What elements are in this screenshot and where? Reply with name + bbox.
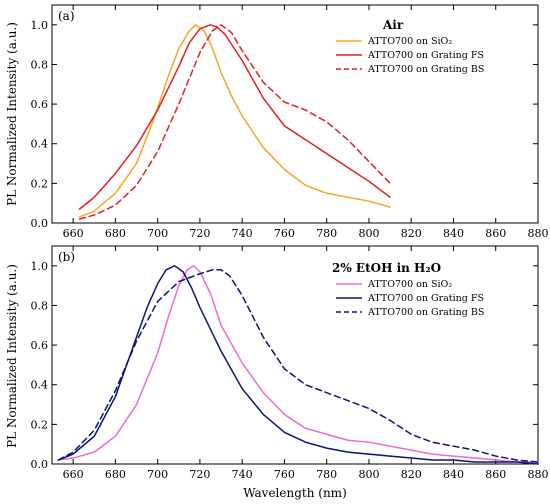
panel-a-label: (a) [58, 9, 75, 23]
series-line-3 [78, 24, 391, 220]
panel-b-y-axis-label: PL Normalized Intensity (a.u.) [5, 264, 19, 448]
x-axis-label: Wavelength (nm) [243, 486, 347, 500]
x-tick-label: 680 [105, 468, 126, 481]
legend-label: ATTO700 on Grating BS [367, 307, 484, 318]
y-tick-label: 0.6 [31, 339, 49, 352]
legend-label: ATTO700 on Grating FS [367, 293, 484, 304]
panel-b-ticks: 0.0 0.2 0.4 0.6 0.8 1.0 660 680 700 720 740 760 780 8… [31, 246, 549, 481]
x-tick-label: 760 [274, 227, 295, 240]
y-tick-label: 0.4 [31, 138, 49, 151]
panel-b-frame [51, 245, 539, 465]
legend-label: ATTO700 on SiO₂ [367, 36, 452, 47]
x-tick-label: 700 [147, 468, 168, 481]
series-line-2 [57, 265, 539, 465]
x-tick-label: 740 [232, 227, 253, 240]
x-tick-label: 680 [105, 227, 126, 240]
y-tick-label: 0.2 [31, 177, 49, 190]
y-tick-label: 1.0 [31, 19, 49, 32]
y-tick-label: 0.8 [31, 58, 49, 71]
series-line-1 [78, 24, 391, 218]
x-tick-label: 800 [358, 227, 379, 240]
panel-a-frame [51, 4, 539, 224]
x-tick-label: 660 [63, 227, 84, 240]
legend-label: ATTO700 on Grating BS [367, 64, 484, 75]
panel-b-label: (b) [58, 250, 75, 264]
y-tick-label: 0.6 [31, 98, 49, 111]
panel-a-series [78, 24, 391, 220]
x-tick-label: 820 [401, 227, 422, 240]
x-tick-label: 780 [316, 227, 337, 240]
x-tick-label: 780 [316, 468, 337, 481]
panel-a: (a) 0.0 0.2 0.4 0.6 0.8 1.0 660 680 700 720 740 760… [5, 4, 549, 240]
x-tick-label: 740 [232, 468, 253, 481]
panel-a-legend: ATTO700 on SiO₂ ATTO700 on Grating FS ATTO… [336, 36, 484, 75]
legend-label: ATTO700 on SiO₂ [367, 279, 452, 290]
x-tick-label: 800 [358, 468, 379, 481]
x-tick-label: 760 [274, 468, 295, 481]
legend-label: ATTO700 on Grating FS [367, 50, 484, 61]
x-tick-label: 720 [189, 227, 210, 240]
series-line-2 [78, 24, 391, 210]
series-line-1 [57, 265, 539, 463]
x-tick-label: 880 [528, 468, 549, 481]
panel-a-ticks: 0.0 0.2 0.4 0.6 0.8 1.0 660 680 700 720 740 760 780 8… [31, 5, 549, 240]
panel-b-series [57, 265, 539, 465]
panel-a-y-axis-label: PL Normalized Intensity (a.u.) [5, 22, 19, 206]
series-line-3 [57, 269, 539, 463]
x-tick-label: 860 [485, 227, 506, 240]
y-tick-label: 0.0 [31, 217, 49, 230]
y-tick-label: 0.2 [31, 418, 49, 431]
panel-b-legend: ATTO700 on SiO₂ ATTO700 on Grating FS ATTO… [336, 279, 484, 318]
x-tick-label: 840 [443, 227, 464, 240]
x-tick-label: 840 [443, 468, 464, 481]
panel-a-legend-title: Air [382, 18, 404, 32]
y-tick-label: 0.4 [31, 379, 49, 392]
x-tick-label: 820 [401, 468, 422, 481]
y-tick-label: 0.8 [31, 299, 49, 312]
panel-b: (b) 0.0 0.2 0.4 0.6 0.8 1.0 660 680 700 720 740 760… [5, 245, 549, 500]
x-tick-label: 720 [189, 468, 210, 481]
panel-b-legend-title: 2% EtOH in H₂O [332, 261, 441, 275]
x-tick-label: 660 [63, 468, 84, 481]
x-tick-label: 860 [485, 468, 506, 481]
x-tick-label: 700 [147, 227, 168, 240]
y-tick-label: 0.0 [31, 458, 49, 471]
y-tick-label: 1.0 [31, 260, 49, 273]
x-tick-label: 880 [528, 227, 549, 240]
